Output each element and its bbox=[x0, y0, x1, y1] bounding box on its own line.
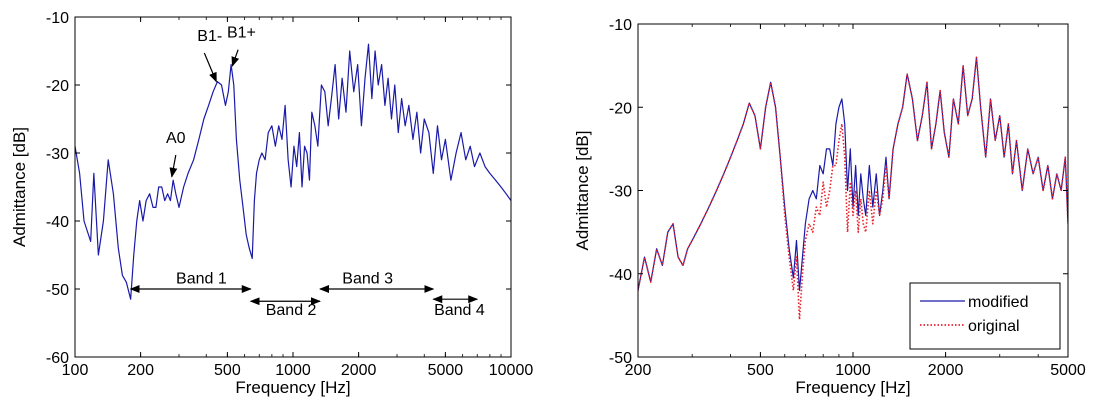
left-chart-ytick-label: -60 bbox=[46, 350, 69, 367]
right-chart-legend-label-modified: modified bbox=[968, 294, 1028, 311]
right-chart-xtick-label: 200 bbox=[625, 362, 652, 379]
left-chart-arrow-a0 bbox=[169, 154, 178, 178]
left-chart-xtick-label: 5000 bbox=[428, 362, 464, 379]
left-chart-xtick-label: 100 bbox=[62, 362, 89, 379]
left-chart-arrow-b1- bbox=[231, 49, 240, 67]
left-chart-series-0-line bbox=[75, 43, 511, 300]
left-chart: 100 200 500 1000 2000 5000 10000 -60 -50 -40 -30 -2… bbox=[10, 10, 533, 397]
right-chart-legend-label-original: original bbox=[968, 318, 1020, 335]
right-chart-ytick-label: -30 bbox=[609, 184, 632, 201]
left-chart-annotation-a0: A0 bbox=[166, 130, 186, 147]
left-chart-ytick-label: -20 bbox=[46, 78, 69, 95]
left-chart-ytick-label: -50 bbox=[46, 282, 69, 299]
right-chart-xtick-label: 1000 bbox=[835, 362, 871, 379]
left-chart-arrow-b1- bbox=[203, 52, 217, 83]
right-chart-ytick-label: -20 bbox=[609, 100, 632, 117]
left-chart-xtick-label: 2000 bbox=[341, 362, 377, 379]
left-chart-ytick-label: -30 bbox=[46, 146, 69, 163]
left-chart-annotation-band-3: Band 3 bbox=[342, 271, 393, 288]
left-chart-xtick-label: 500 bbox=[214, 362, 241, 379]
right-chart-legend-box bbox=[909, 282, 1061, 350]
right-chart-xtick-label: 500 bbox=[747, 362, 774, 379]
left-chart-xtick-label: 200 bbox=[127, 362, 154, 379]
left-chart-annotation-band-1: Band 1 bbox=[176, 271, 227, 288]
right-chart-ytick-label: -50 bbox=[609, 350, 632, 367]
left-chart-ytick-label: -10 bbox=[46, 10, 69, 27]
right-chart-series-original-line bbox=[638, 56, 1068, 321]
right-chart-xlabel: Frequency [Hz] bbox=[795, 378, 910, 397]
left-chart-xtick-label: 1000 bbox=[275, 362, 311, 379]
right-chart-ytick-label: -10 bbox=[609, 17, 632, 34]
right-chart-legend: modified original bbox=[909, 282, 1061, 350]
right-chart: 200 500 1000 2000 5000 -50 -40 -30 -20 -10 Frequen… bbox=[573, 17, 1086, 397]
left-chart-annotation-b1-: B1- bbox=[197, 28, 222, 45]
left-chart-xlabel: Frequency [Hz] bbox=[235, 378, 350, 397]
left-chart-annotation-band-4: Band 4 bbox=[434, 302, 485, 319]
left-chart-ylabel: Admittance [dB] bbox=[10, 127, 29, 247]
right-chart-ylabel: Admittance [dB] bbox=[573, 130, 592, 250]
left-chart-ytick-label: -40 bbox=[46, 214, 69, 231]
right-chart-xtick-label: 2000 bbox=[928, 362, 964, 379]
right-chart-ytick-label: -40 bbox=[609, 267, 632, 284]
right-chart-xtick-label: 5000 bbox=[1050, 362, 1086, 379]
left-chart-annotation-band-2: Band 2 bbox=[266, 302, 317, 319]
left-chart-xtick-label: 10000 bbox=[489, 362, 534, 379]
left-chart-annotation-b1-: B1+ bbox=[227, 24, 256, 41]
